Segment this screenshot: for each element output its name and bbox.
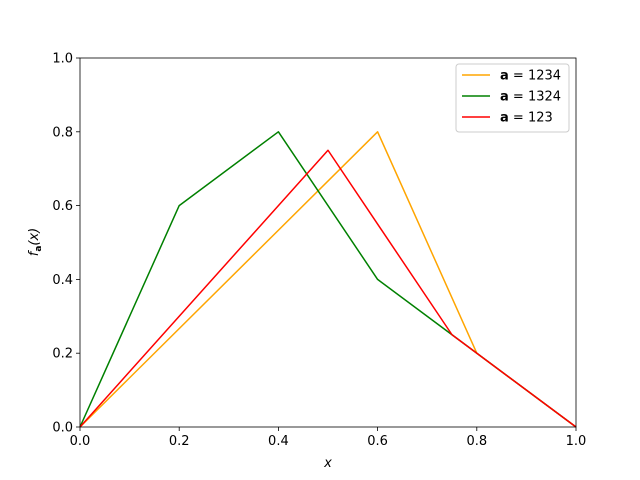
y-tick-label: 0.8	[52, 125, 73, 140]
legend-entry-3: a = 123	[500, 111, 553, 126]
series-line-3	[79, 149, 577, 428]
x-tick-label: 0.2	[169, 434, 190, 449]
axes-layer: 0.0 0.2 0.4 0.6 0.8 1.0 0.0 0.2 0.4 0.6 0.8 1.0	[52, 52, 586, 450]
x-tick-label: 0.4	[268, 434, 289, 449]
y-tick-label: 0.0	[52, 421, 73, 436]
legend-entry-symbol: a	[500, 90, 509, 105]
y-tick-label: 1.0	[52, 52, 73, 67]
legend-entry-1: a = 1234	[500, 69, 561, 84]
legend-box	[455, 63, 570, 133]
plot-frame	[79, 57, 577, 428]
legend-entry-value: = 1324	[509, 90, 561, 105]
y-tick-label: 0.6	[52, 199, 73, 214]
legend-entry-symbol: a	[500, 69, 509, 84]
legend-entry-value: = 123	[509, 111, 553, 126]
x-tick-label: 0.0	[70, 434, 91, 449]
x-tick-label: 1.0	[566, 434, 587, 449]
x-axis-label: x	[323, 456, 332, 471]
y-axis-label-arg: (x)	[27, 228, 42, 246]
y-tick-label: 0.4	[52, 273, 73, 288]
legend-entry-symbol: a	[500, 111, 509, 126]
y-tick-label: 0.2	[52, 347, 73, 362]
series-layer	[79, 131, 577, 428]
y-axis-label-f: f	[27, 249, 42, 256]
y-axis-label: fa(x)	[27, 228, 44, 257]
legend-entry-value: = 1234	[509, 69, 561, 84]
legend-entry-2: a = 1324	[500, 90, 561, 105]
x-tick-label: 0.8	[466, 434, 487, 449]
y-axis-label-sub: a	[34, 246, 44, 252]
x-tick-label: 0.6	[367, 434, 388, 449]
